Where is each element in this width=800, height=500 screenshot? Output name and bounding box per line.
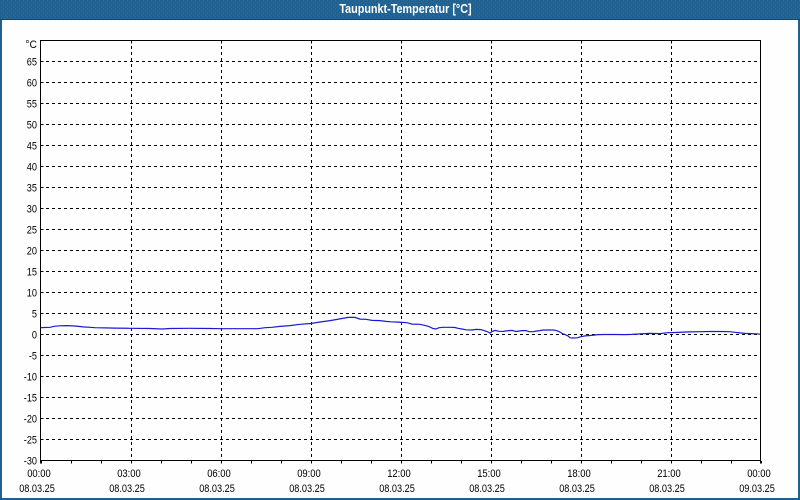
- svg-text:Taupunkt-Temperatur [°C]: Taupunkt-Temperatur [°C]: [339, 2, 471, 16]
- svg-text:-30: -30: [24, 456, 37, 468]
- svg-text:25: 25: [27, 225, 37, 237]
- svg-text:00:00: 00:00: [27, 468, 51, 480]
- svg-text:-15: -15: [24, 393, 37, 405]
- svg-text:21:00: 21:00: [657, 468, 681, 480]
- svg-text:°C: °C: [25, 39, 37, 51]
- svg-text:50: 50: [27, 120, 37, 132]
- svg-text:60: 60: [27, 78, 37, 90]
- svg-text:55: 55: [27, 99, 37, 111]
- svg-text:08.03.25: 08.03.25: [109, 483, 145, 495]
- svg-text:09.03.25: 09.03.25: [739, 483, 775, 495]
- svg-text:12:00: 12:00: [387, 468, 411, 480]
- svg-text:20: 20: [27, 246, 37, 258]
- svg-text:03:00: 03:00: [117, 468, 141, 480]
- svg-text:08.03.25: 08.03.25: [379, 483, 415, 495]
- svg-text:18:00: 18:00: [567, 468, 591, 480]
- svg-text:-10: -10: [24, 372, 37, 384]
- svg-text:0: 0: [32, 330, 37, 342]
- svg-text:06:00: 06:00: [207, 468, 231, 480]
- svg-text:-5: -5: [29, 351, 37, 363]
- svg-text:08.03.25: 08.03.25: [289, 483, 325, 495]
- svg-text:08.03.25: 08.03.25: [199, 483, 235, 495]
- svg-text:40: 40: [27, 162, 37, 174]
- svg-text:15:00: 15:00: [477, 468, 501, 480]
- svg-text:-20: -20: [24, 414, 37, 426]
- svg-text:35: 35: [27, 183, 37, 195]
- svg-text:08.03.25: 08.03.25: [469, 483, 505, 495]
- svg-text:65: 65: [27, 57, 37, 69]
- svg-text:09:00: 09:00: [297, 468, 321, 480]
- svg-text:08.03.25: 08.03.25: [559, 483, 595, 495]
- svg-text:45: 45: [27, 141, 37, 153]
- svg-text:15: 15: [27, 267, 37, 279]
- svg-text:-25: -25: [24, 435, 37, 447]
- svg-text:08.03.25: 08.03.25: [19, 483, 55, 495]
- svg-text:30: 30: [27, 204, 37, 216]
- svg-text:5: 5: [32, 309, 37, 321]
- svg-text:00:00: 00:00: [747, 468, 771, 480]
- svg-text:10: 10: [27, 288, 37, 300]
- svg-text:08.03.25: 08.03.25: [649, 483, 685, 495]
